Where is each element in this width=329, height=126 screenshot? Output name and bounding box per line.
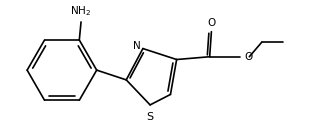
Text: N: N	[133, 41, 140, 51]
Text: O: O	[245, 52, 253, 62]
Text: S: S	[146, 112, 154, 122]
Text: O: O	[207, 18, 215, 27]
Text: NH$_2$: NH$_2$	[70, 5, 91, 19]
